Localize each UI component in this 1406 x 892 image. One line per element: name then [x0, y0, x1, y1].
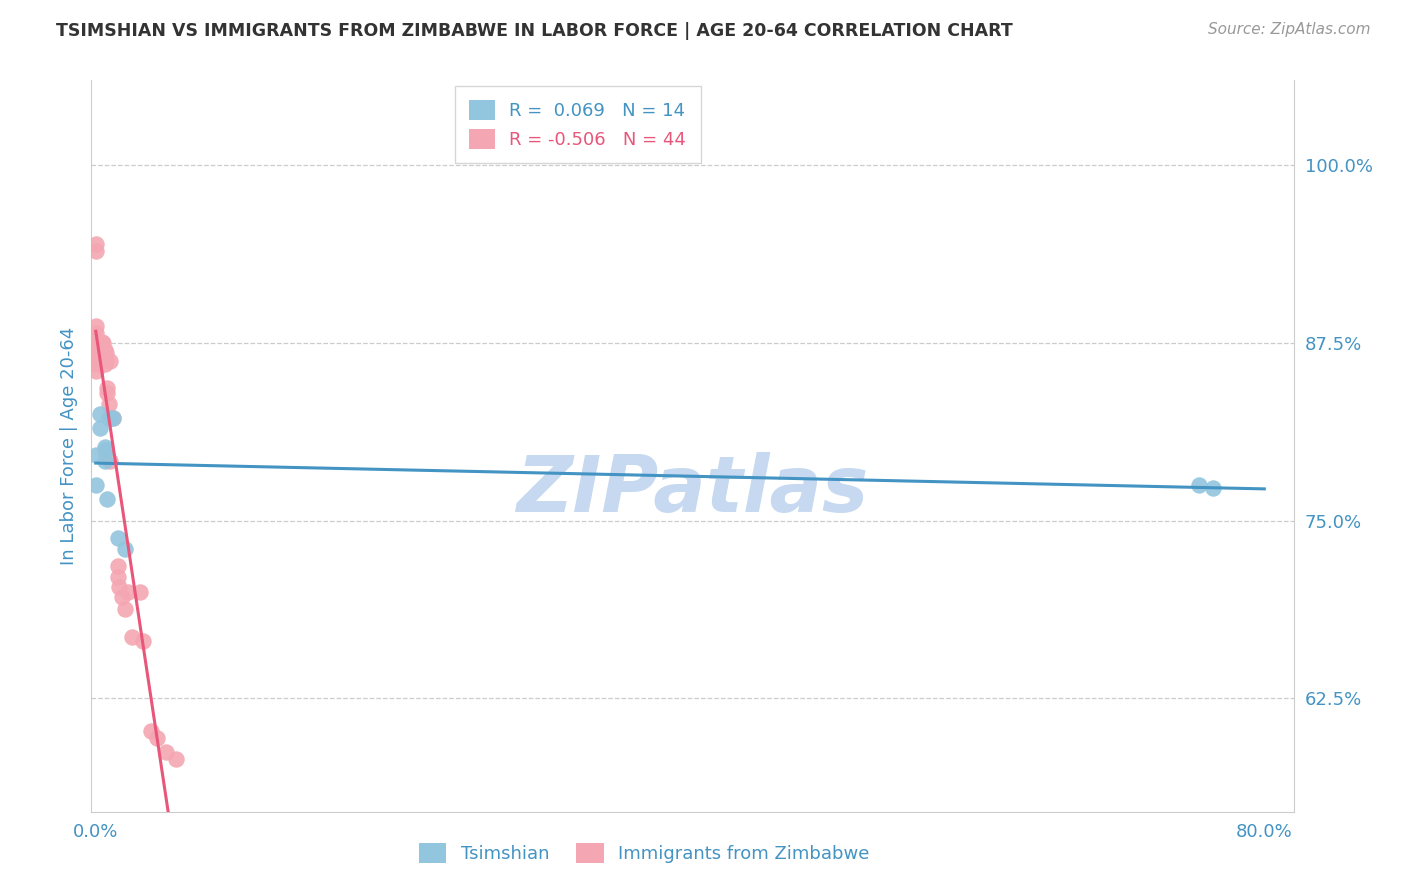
Point — [114, 541, 136, 556]
Point — [84, 448, 107, 462]
Text: Source: ZipAtlas.com: Source: ZipAtlas.com — [1208, 22, 1371, 37]
Point — [94, 442, 117, 457]
Text: TSIMSHIAN VS IMMIGRANTS FROM ZIMBABWE IN LABOR FORCE | AGE 20-64 CORRELATION CHA: TSIMSHIAN VS IMMIGRANTS FROM ZIMBABWE IN… — [56, 22, 1012, 40]
Point — [96, 492, 118, 507]
Point — [100, 454, 122, 468]
Point — [91, 343, 114, 358]
Point — [107, 531, 129, 545]
Point — [93, 454, 115, 468]
Point — [131, 634, 153, 648]
Point — [84, 346, 107, 360]
Y-axis label: In Labor Force | Age 20-64: In Labor Force | Age 20-64 — [59, 326, 77, 566]
Point — [89, 340, 111, 354]
Point — [91, 336, 114, 351]
Point — [107, 559, 129, 574]
Point — [93, 442, 115, 457]
Point — [96, 385, 118, 400]
Point — [84, 244, 107, 258]
Point — [90, 334, 112, 349]
Point — [84, 336, 107, 351]
Point — [89, 334, 111, 349]
Point — [96, 382, 118, 396]
Point — [89, 407, 111, 421]
Point — [91, 350, 114, 364]
Point — [84, 332, 107, 346]
Point — [108, 580, 131, 594]
Point — [100, 354, 122, 368]
Point — [84, 326, 107, 340]
Point — [103, 411, 125, 425]
Point — [97, 397, 120, 411]
Point — [165, 752, 187, 766]
Point — [114, 601, 136, 615]
Point — [103, 411, 125, 425]
Legend: Tsimshian, Immigrants from Zimbabwe: Tsimshian, Immigrants from Zimbabwe — [411, 834, 879, 872]
Point — [84, 340, 107, 354]
Point — [117, 584, 139, 599]
Point — [141, 723, 163, 738]
Point — [84, 236, 107, 251]
Point — [94, 353, 117, 368]
Point — [89, 346, 111, 360]
Point — [97, 411, 120, 425]
Point — [93, 350, 115, 364]
Point — [146, 731, 169, 745]
Point — [84, 364, 107, 378]
Text: ZIPatlas: ZIPatlas — [516, 452, 869, 528]
Point — [1187, 478, 1209, 492]
Point — [155, 745, 177, 759]
Point — [89, 421, 111, 435]
Point — [111, 591, 134, 605]
Point — [84, 478, 107, 492]
Point — [90, 343, 112, 358]
Point — [93, 440, 115, 454]
Point — [84, 357, 107, 371]
Point — [93, 357, 115, 371]
Point — [1202, 481, 1225, 495]
Point — [84, 351, 107, 366]
Point — [107, 570, 129, 584]
Point — [121, 630, 143, 644]
Point — [128, 584, 150, 599]
Point — [93, 343, 115, 358]
Point — [84, 318, 107, 333]
Point — [94, 346, 117, 360]
